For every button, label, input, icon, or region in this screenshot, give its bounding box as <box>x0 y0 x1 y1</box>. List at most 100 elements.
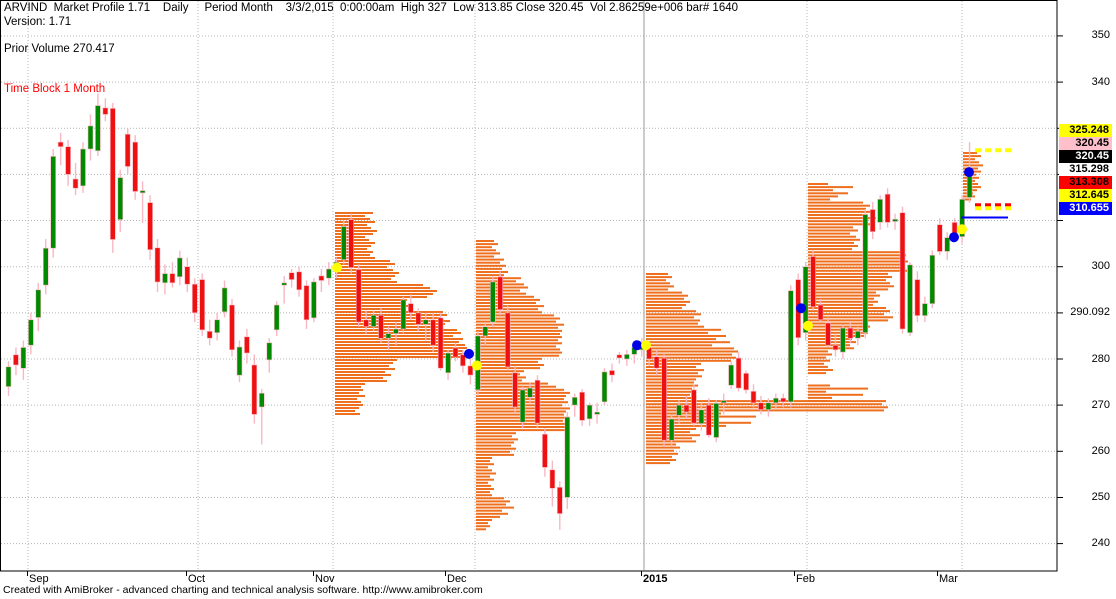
market-profile-bar <box>808 248 852 251</box>
candle-down <box>124 133 131 167</box>
candle-up <box>907 264 913 333</box>
market-profile-bar <box>476 488 494 490</box>
market-profile-bar <box>476 447 516 450</box>
candle-down <box>147 202 153 251</box>
market-profile-bar <box>476 528 486 531</box>
signal-dot <box>472 360 482 371</box>
x-axis-label: Feb <box>796 573 815 585</box>
candle-up <box>20 347 27 369</box>
signal-dot <box>332 262 342 273</box>
market-profile-bar <box>808 291 876 294</box>
market-profile-bar <box>476 252 500 255</box>
y-axis-label: 300 <box>1091 260 1110 273</box>
candle-up <box>42 247 49 286</box>
market-profile-bar <box>335 308 405 310</box>
candle-down <box>661 357 667 441</box>
candle-down <box>169 273 176 284</box>
market-profile-bar <box>476 515 500 518</box>
candle-down <box>705 404 712 436</box>
candle-down <box>616 354 623 359</box>
market-profile-bar <box>808 307 886 309</box>
market-profile-bar <box>646 393 690 396</box>
market-profile-bar <box>808 232 850 235</box>
market-profile-bar <box>335 230 377 232</box>
market-profile-bar <box>808 183 828 185</box>
candle-down <box>691 389 697 424</box>
market-profile-bar <box>963 164 983 167</box>
candle-up <box>892 218 898 222</box>
market-profile-bar <box>335 284 423 286</box>
market-profile-bar <box>646 378 696 381</box>
candle-down <box>504 312 511 368</box>
candle-up <box>676 404 682 416</box>
market-profile-bar <box>808 282 890 285</box>
market-profile-bar <box>808 359 830 362</box>
market-profile-bar <box>476 240 494 242</box>
market-profile-bar <box>646 390 696 393</box>
y-axis-label: 280 <box>1091 352 1110 365</box>
candle-up <box>80 148 86 187</box>
market-profile-bar <box>476 500 510 503</box>
market-profile-bar <box>476 323 564 326</box>
candle-down <box>251 364 258 415</box>
candle-down <box>57 141 64 148</box>
market-profile-bar <box>335 275 395 277</box>
candle-down <box>288 272 295 280</box>
market-profile-bar <box>476 246 492 249</box>
market-profile-bar <box>476 453 514 456</box>
market-profile-bar <box>808 192 848 195</box>
market-profile-bar <box>808 341 856 344</box>
market-profile-bar <box>476 370 524 373</box>
market-profile-bar <box>335 356 461 358</box>
footer-credit: Created with AmiBroker - advanced charti… <box>3 584 483 596</box>
candle-up <box>624 354 630 360</box>
market-profile-bar <box>646 276 672 279</box>
candle-down <box>206 330 213 339</box>
market-profile-bar <box>335 260 390 262</box>
market-profile-bar <box>808 254 906 257</box>
market-profile-bar <box>646 338 716 341</box>
market-profile-bar <box>335 302 403 304</box>
market-profile-bar <box>335 242 375 244</box>
market-profile-bar <box>476 519 492 521</box>
market-profile-bar <box>646 294 688 297</box>
candle-up <box>236 346 243 376</box>
market-profile-bar <box>808 220 864 223</box>
candle-up <box>713 402 720 438</box>
market-profile-bar <box>335 212 373 214</box>
candle-down <box>549 469 556 489</box>
candle-up <box>668 418 675 441</box>
market-profile-bar <box>476 450 510 453</box>
market-profile-bar <box>476 267 502 270</box>
candle-down <box>609 370 615 376</box>
candle-down <box>229 304 235 351</box>
market-profile-bar <box>808 214 868 216</box>
market-profile-bar <box>808 266 902 269</box>
candle-up <box>564 416 571 498</box>
candle-up <box>728 364 734 386</box>
candle-up <box>95 105 101 152</box>
market-profile-bar <box>476 503 506 506</box>
market-profile-bar <box>808 204 870 207</box>
market-profile-bar <box>476 339 558 342</box>
candle-up <box>281 282 288 286</box>
market-profile-bar <box>476 320 556 323</box>
market-profile-bar <box>646 455 672 458</box>
candle-down <box>199 279 205 331</box>
market-profile-bar <box>476 298 540 301</box>
candle-down <box>832 344 839 351</box>
market-profile-bar <box>476 469 492 472</box>
market-profile-bar <box>808 217 876 220</box>
y-axis-label: 250 <box>1091 490 1110 503</box>
market-profile-bar <box>646 443 676 446</box>
x-axis-label: Nov <box>315 573 335 585</box>
market-profile-bar <box>335 410 355 412</box>
candle-down <box>512 372 518 408</box>
market-profile-bar <box>335 305 410 307</box>
candle-up <box>117 177 124 220</box>
market-profile-bar <box>335 296 427 298</box>
market-profile-bar <box>808 241 854 244</box>
market-profile-bar <box>476 255 494 258</box>
market-profile-bar <box>808 362 824 365</box>
